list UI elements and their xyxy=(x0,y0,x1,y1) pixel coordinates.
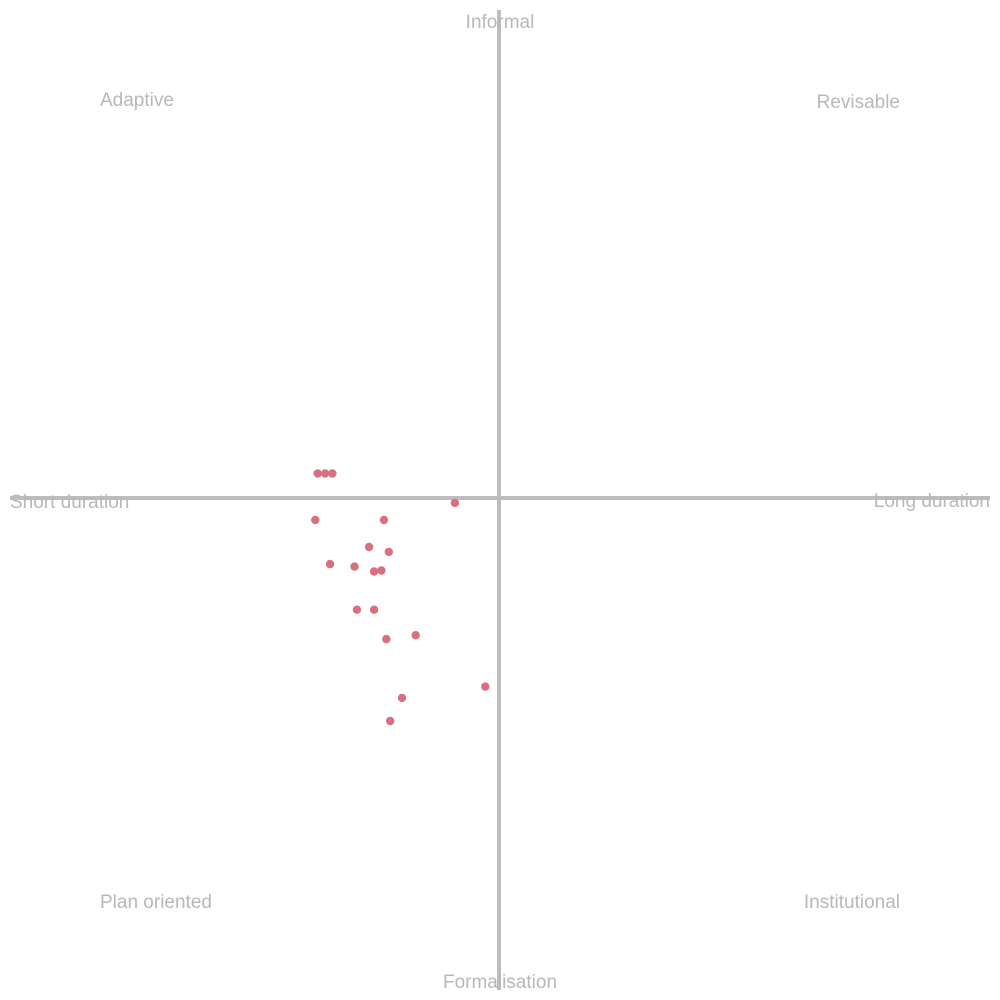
quadrant-label-bottom-left: Plan oriented xyxy=(100,892,212,913)
scatter-point-6 xyxy=(379,515,389,525)
scatter-point-19 xyxy=(386,716,395,726)
scatter-point-15 xyxy=(382,634,391,644)
scatter-point-1 xyxy=(313,469,322,478)
quadrant-label-bottom-right: Institutional xyxy=(804,892,900,913)
scatter-point-3 xyxy=(328,469,337,478)
scatter-point-2 xyxy=(320,469,330,478)
scatter-point-4 xyxy=(450,498,460,508)
scatter-point-5 xyxy=(311,515,320,525)
y-axis-top-label: Informal xyxy=(466,12,535,33)
x-axis-right-label: Long duration xyxy=(874,491,990,512)
scatter-points-layer xyxy=(311,469,490,726)
scatter-point-8 xyxy=(384,547,393,557)
quadrant-label-top-left: Adaptive xyxy=(100,90,174,111)
scatter-point-7 xyxy=(364,542,374,552)
x-axis-left-label: Short duration xyxy=(10,492,129,513)
quadrant-label-top-right: Revisable xyxy=(817,92,900,113)
scatter-point-17 xyxy=(481,682,490,691)
scatter-point-18 xyxy=(397,693,407,703)
scatter-point-12 xyxy=(377,566,386,575)
scatter-point-13 xyxy=(352,605,362,614)
scatter-point-9 xyxy=(325,559,335,569)
scatter-point-14 xyxy=(369,605,379,614)
scatter-point-16 xyxy=(411,631,420,640)
scatter-point-11 xyxy=(369,567,379,576)
y-axis-bottom-label: Formalisation xyxy=(443,972,557,993)
scatter-point-10 xyxy=(350,562,359,571)
